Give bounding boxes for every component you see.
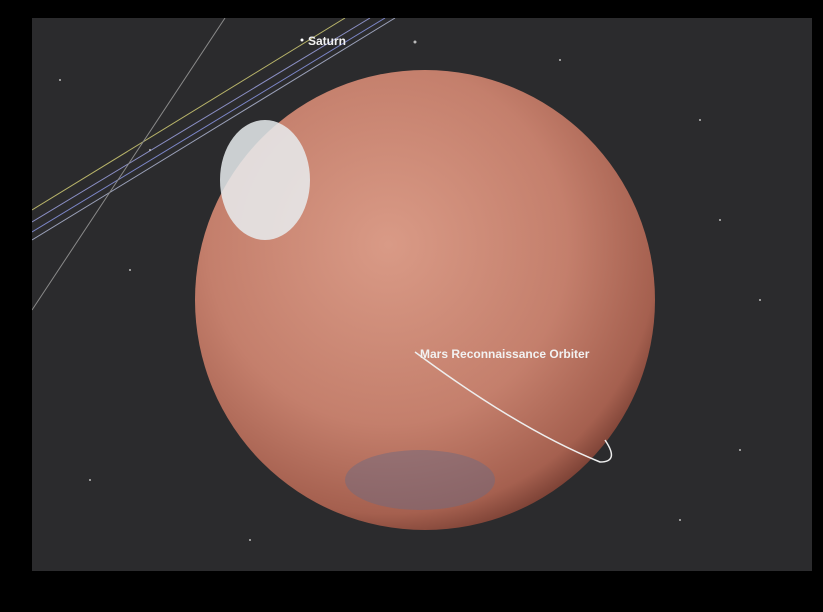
saturn-marker — [300, 38, 304, 42]
dark-region — [345, 450, 495, 510]
spacecraft-label[interactable]: Mars Reconnaissance Orbiter — [420, 347, 590, 361]
stars — [59, 40, 761, 541]
mars — [195, 70, 655, 530]
orbit-path — [414, 351, 613, 463]
polar-cap — [220, 120, 310, 240]
orbit-lines — [32, 18, 396, 311]
viewport: Saturn Mars Reconnaissance Orbiter — [32, 18, 812, 571]
planet-label[interactable]: Saturn — [308, 34, 346, 48]
